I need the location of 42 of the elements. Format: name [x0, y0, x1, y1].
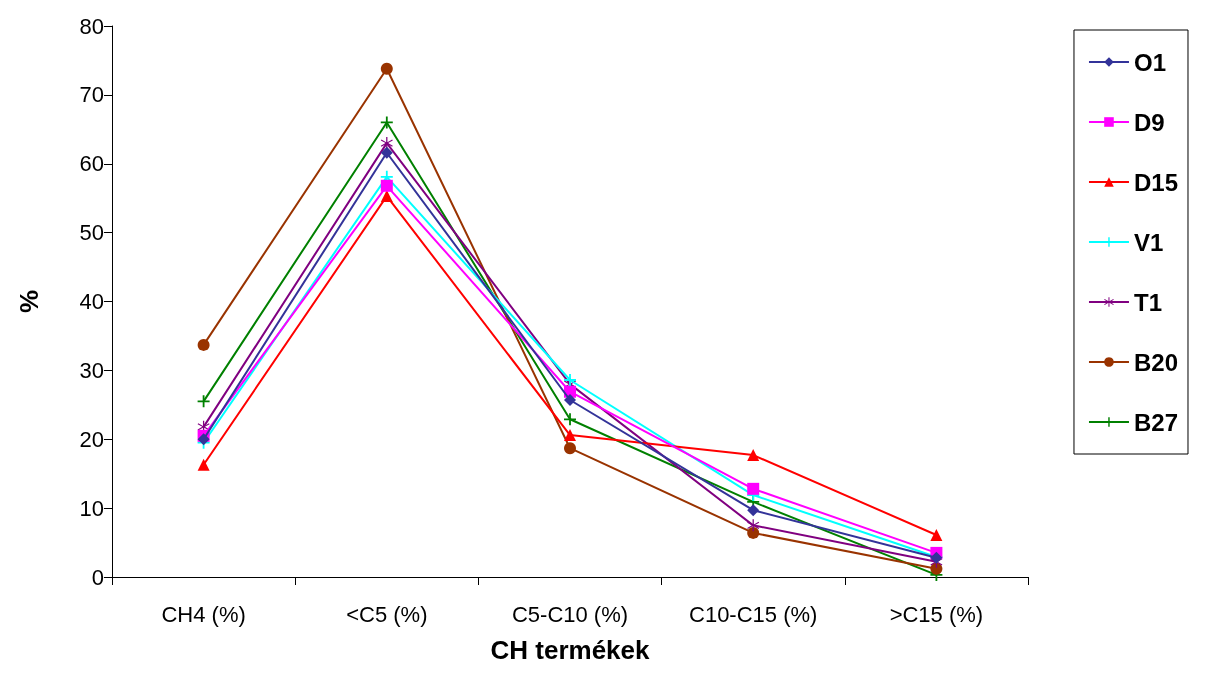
point [747, 482, 760, 495]
y-tick-label: 10 [79, 495, 104, 521]
legend-label: B20 [1133, 348, 1178, 376]
y-tick-label: 70 [79, 82, 104, 108]
y-tick-label: 80 [79, 13, 104, 39]
legend-label: D15 [1133, 168, 1178, 196]
x-tick-label: C10-C15 (%) [689, 601, 818, 627]
y-tick-label: 60 [79, 151, 104, 177]
legend-label: V1 [1133, 228, 1164, 256]
point [747, 526, 760, 539]
y-tick-label: 20 [79, 426, 104, 452]
y-tick-label: 50 [79, 220, 104, 246]
x-tick-label: >C15 (%) [889, 601, 984, 627]
x-tick-label: C5-C10 (%) [511, 601, 629, 627]
x-tick-label: CH4 (%) [161, 601, 246, 627]
point [197, 395, 210, 408]
point [747, 519, 760, 532]
point [380, 146, 393, 159]
point [564, 374, 576, 387]
point [380, 62, 393, 75]
point [564, 413, 576, 426]
x-tick-label: <C5 (%) [346, 601, 428, 627]
point [564, 393, 576, 406]
point [380, 190, 393, 203]
legend-label: B27 [1133, 408, 1178, 436]
point [380, 179, 393, 192]
legend-label: O1 [1133, 48, 1166, 76]
point [747, 449, 760, 462]
point [564, 442, 576, 455]
point [197, 458, 210, 471]
point [197, 338, 210, 351]
legend-label: D9 [1133, 108, 1165, 136]
point [930, 562, 943, 575]
x-axis-title: CH termékek [490, 635, 651, 665]
y-tick-label: 0 [91, 564, 104, 590]
y-tick-label: 30 [79, 357, 104, 383]
y-tick-label: 40 [79, 289, 104, 314]
point [747, 504, 760, 517]
y-axis-title: % [14, 289, 44, 314]
point [564, 429, 576, 442]
point [930, 528, 943, 541]
legend-label: T1 [1133, 288, 1162, 316]
